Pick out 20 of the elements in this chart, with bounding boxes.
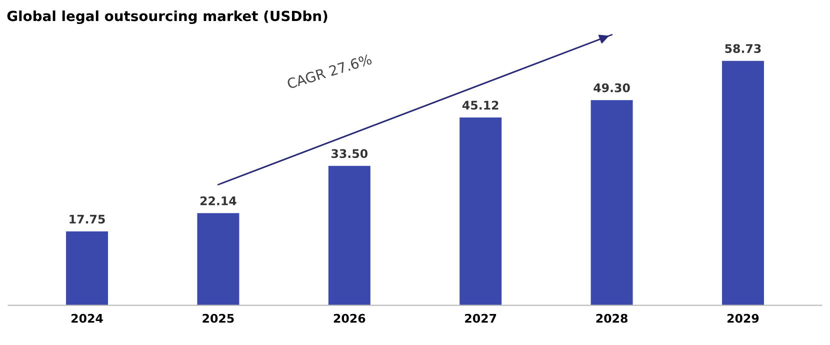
bar: [590, 100, 633, 306]
x-tick-label: 2029: [727, 314, 759, 323]
bar: [66, 231, 108, 306]
data-label: 22.14: [200, 196, 236, 206]
x-tick-label: 2028: [596, 314, 628, 323]
bar: [460, 117, 502, 306]
data-label: 58.73: [725, 44, 761, 53]
data-label: 49.30: [594, 83, 630, 92]
bar: [722, 60, 764, 306]
x-tick-label: 2025: [202, 314, 234, 323]
data-label: 33.50: [332, 149, 368, 158]
annotation: CAGR 27.6%: [286, 54, 372, 90]
bar: [197, 213, 240, 306]
x-tick-label: 2026: [334, 314, 366, 323]
data-label: 17.75: [70, 214, 105, 224]
chart-title: Global legal outsourcing market (USDbn): [7, 10, 328, 24]
x-tick-label: 2027: [465, 314, 496, 323]
data-label: 45.12: [462, 100, 498, 110]
x-tick-label: 2024: [72, 314, 103, 323]
bar: [328, 166, 370, 306]
